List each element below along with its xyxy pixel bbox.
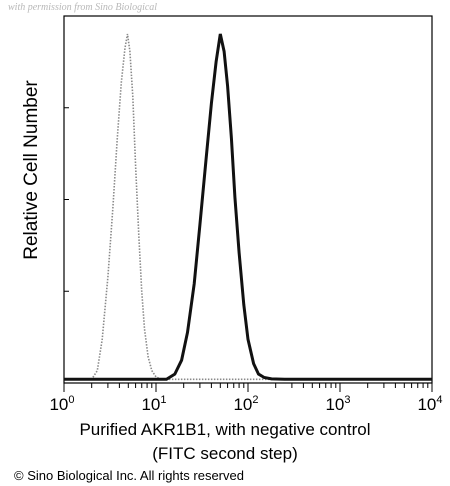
- x-axis-label-line2: (FITC second step): [152, 444, 298, 463]
- x-tick-label: 101: [141, 394, 166, 414]
- copyright-notice: © Sino Biological Inc. All rights reserv…: [14, 468, 244, 483]
- x-tick-label: 104: [417, 394, 442, 414]
- histogram-series-2: [64, 33, 432, 381]
- series-layer: [64, 33, 432, 381]
- x-tick-label: 100: [49, 394, 74, 414]
- watermark-text: with permission from Sino Biological: [8, 2, 158, 13]
- y-axis-label: Relative Cell Number: [21, 80, 42, 260]
- x-tick-layer: 100 101 102 103 104: [49, 383, 443, 414]
- x-tick-label: 103: [325, 394, 350, 414]
- x-tick-label: 102: [233, 394, 258, 414]
- y-tick-layer: [64, 15, 69, 384]
- x-axis-label-line1: Purified AKR1B1, with negative control: [79, 420, 371, 439]
